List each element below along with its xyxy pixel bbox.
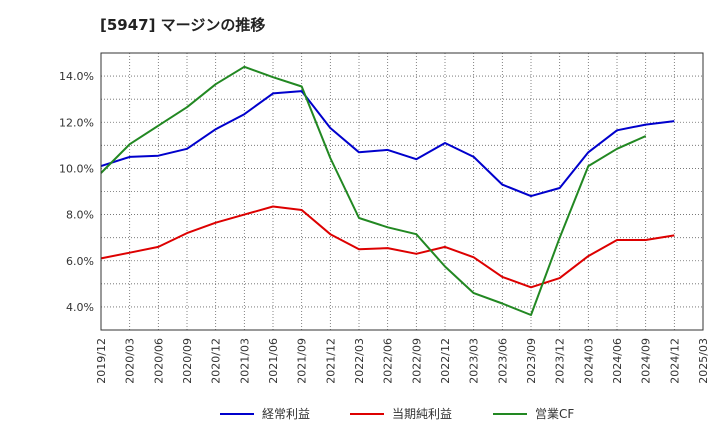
legend-label-2: 当期純利益 [392,407,452,421]
x-tick-label: 2024/09 [640,338,653,384]
x-tick-label: 2019/12 [95,338,108,384]
x-tick-label: 2024/12 [668,338,681,384]
x-tick-label: 2020/03 [124,338,137,384]
x-tick-label: 2022/06 [382,338,395,384]
x-tick-label: 2024/06 [611,338,624,384]
y-tick-label: 12.0% [59,116,94,129]
y-tick-label: 6.0% [66,255,94,268]
x-tick-label: 2022/09 [410,338,423,384]
x-tick-label: 2025/03 [697,338,710,384]
x-tick-label: 2024/03 [582,338,595,384]
series-lines [100,65,675,316]
chart-title: [5947] マージンの推移 [100,16,266,34]
x-tick-label: 2021/03 [238,338,251,384]
x-tick-label: 2021/09 [296,338,309,384]
x-tick-label: 2021/12 [324,338,337,384]
legend-label-1: 経常利益 [262,407,310,421]
x-axis-ticks: 2019/12 2020/03 2020/06 2020/09 2020/12 2021/… [95,338,710,384]
y-tick-label: 14.0% [59,70,94,83]
x-tick-label: 2020/06 [152,338,165,384]
legend-label-3: 営業CF [535,407,574,421]
legend: 経常利益 当期純利益 営業CF [220,407,574,421]
x-tick-label: 2020/12 [210,338,223,384]
series-line-3 [100,65,647,316]
x-tick-label: 2023/09 [525,338,538,384]
x-tick-label: 2020/09 [181,338,194,384]
x-tick-label: 2023/03 [468,338,481,384]
plot-frame [100,52,704,331]
y-tick-label: 4.0% [66,301,94,314]
x-tick-label: 2023/06 [496,338,509,384]
x-tick-label: 2022/12 [439,338,452,384]
y-axis-ticks: 4.0% 6.0% 8.0% 10.0% 12.0% 14.0% [59,70,94,314]
y-tick-label: 10.0% [59,162,94,175]
series-line-2 [100,205,675,289]
x-tick-label: 2023/12 [554,338,567,384]
grid [101,53,703,330]
x-tick-label: 2021/06 [267,338,280,384]
series-line-1 [100,90,675,198]
x-tick-label: 2022/03 [353,338,366,384]
y-tick-label: 8.0% [66,209,94,222]
